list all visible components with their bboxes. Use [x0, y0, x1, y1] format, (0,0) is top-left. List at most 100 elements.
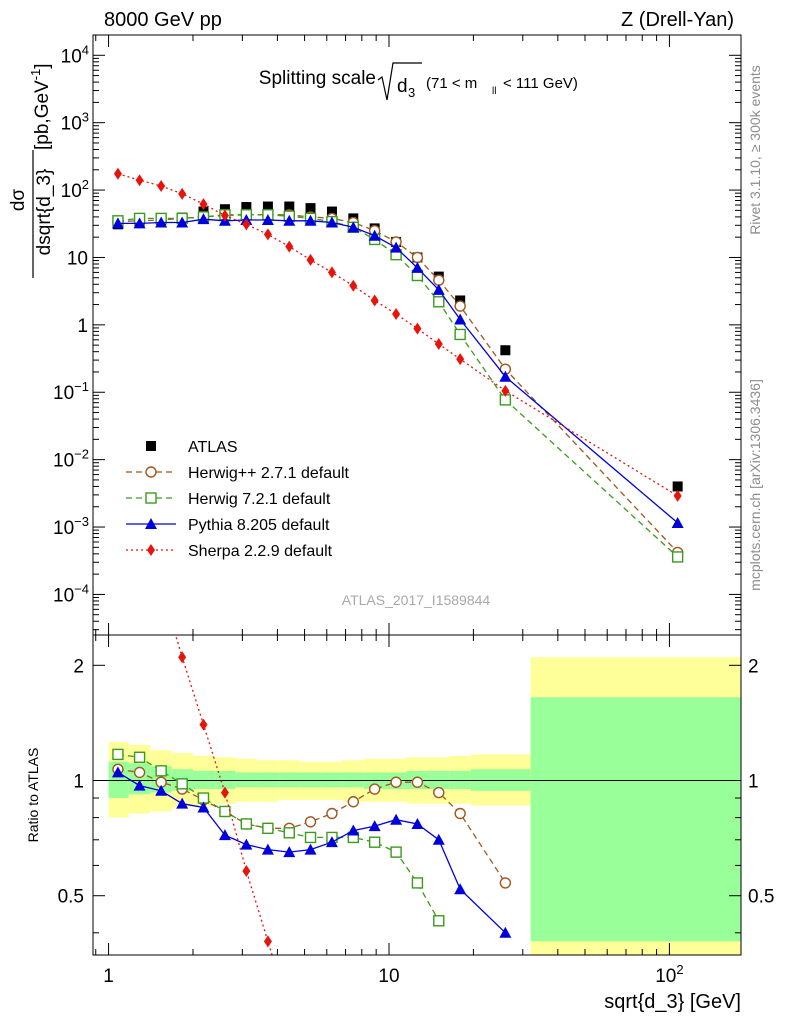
data-point: [499, 370, 512, 382]
y-tick-label: 1: [77, 316, 88, 337]
ratio-point: [133, 751, 146, 763]
y-tick-label: 104: [61, 42, 89, 67]
y-tick-label: 10−2: [53, 447, 89, 472]
data-point: [325, 216, 338, 228]
data-point: [263, 228, 272, 241]
ratio-point: [176, 778, 188, 790]
series-3: [111, 213, 684, 528]
data-point: [327, 266, 336, 279]
ratio-point: [411, 776, 424, 788]
ratio-point: [433, 786, 445, 799]
data-point: [349, 279, 358, 292]
data-point: [501, 384, 510, 397]
ratio-point: [197, 792, 210, 804]
data-point: [262, 201, 273, 212]
y-tick-base: 10: [53, 585, 74, 606]
data-point: [304, 214, 317, 226]
ratio-point: [220, 786, 229, 799]
ylabel-den: dsqrt{d_3}: [34, 169, 55, 256]
uncertainty-band-inner: [214, 770, 236, 790]
ratio-series-3: [174, 635, 273, 955]
ratio-point: [133, 779, 146, 791]
data-point: [135, 174, 144, 187]
data-point: [157, 179, 166, 192]
data-point: [432, 283, 445, 295]
legend-label: Sherpa 2.2.9 default: [188, 543, 333, 560]
data-point: [392, 307, 401, 320]
data-point: [197, 213, 210, 225]
data-point: [113, 167, 122, 180]
ratio-point: [219, 805, 231, 818]
uncertainty-band-inner: [530, 697, 741, 942]
uncertainty-band-inner: [235, 772, 257, 788]
ratio-point: [326, 807, 338, 820]
ratio-point: [390, 846, 402, 858]
x-tick-exponent: 2: [676, 962, 683, 977]
ylabel-unit-main: [pb,GeV: [32, 80, 53, 150]
data-point: [133, 217, 146, 229]
ratio-point: [111, 766, 124, 778]
ratio-point: [432, 833, 445, 845]
ratio-panel: 0.5 0.5 1 1 2 2 Ratio to ATLAS: [25, 634, 774, 956]
uncertainty-band-inner: [256, 772, 279, 788]
ratio-point: [240, 838, 253, 850]
title-range-right: < 111 GeV): [503, 75, 578, 92]
ratio-point: [155, 784, 168, 796]
x-tick-base: 1: [103, 966, 114, 987]
x-tick-label: 1: [103, 966, 114, 987]
data-point: [411, 261, 424, 273]
data-point: [411, 251, 424, 264]
ratio-point: [178, 651, 187, 664]
ratio-point: [304, 843, 317, 855]
data-point: [500, 345, 511, 356]
data-point: [433, 274, 445, 286]
data-point: [261, 213, 274, 225]
y-tick-label: 10−4: [53, 581, 89, 606]
data-point: [672, 481, 683, 492]
legend-marker: [145, 518, 157, 529]
ratio-point: [304, 831, 317, 844]
ratio-line: [117, 753, 440, 922]
ratio-point: [304, 816, 317, 828]
y-tick-exponent: 3: [82, 110, 89, 125]
y-tick-base: 10: [61, 46, 82, 67]
y-tick-label: 102: [61, 177, 89, 202]
ratio-point: [368, 836, 381, 848]
rivet-label: Rivet 3.1.10, ≥ 300k events: [747, 65, 763, 235]
data-point: [390, 241, 403, 253]
ratio-point: [197, 801, 210, 813]
ratio-point: [368, 783, 381, 795]
uncertainty-band-inner: [449, 770, 471, 790]
y-tick-base: 10: [53, 383, 74, 404]
legend-marker: [145, 466, 157, 478]
uncertainty-band-inner: [278, 772, 300, 788]
ratio-point: [242, 865, 251, 878]
data-point: [434, 337, 443, 350]
ylabel-num: dσ: [8, 189, 29, 212]
title-sub: 3: [408, 85, 415, 100]
x-tick-labels: 1 10 102: [103, 962, 683, 987]
y-tick-base: 10: [67, 248, 88, 269]
data-point: [456, 353, 465, 366]
ratio-tick-label-left: 0.5: [58, 887, 84, 908]
ratio-point: [133, 766, 146, 779]
y-tick-base: 10: [53, 518, 74, 539]
data-point: [671, 551, 684, 563]
ratio-point: [347, 796, 360, 808]
ratio-point: [199, 718, 208, 731]
ylabel-unit: [pb,GeV-1]: [28, 63, 53, 150]
data-point: [347, 221, 360, 233]
y-tick-base: 10: [61, 114, 82, 135]
header-right: Z (Drell-Yan): [621, 9, 734, 31]
ratio-ylabel: Ratio to ATLAS: [25, 748, 41, 843]
legend-marker: [145, 492, 157, 504]
data-point: [413, 322, 422, 335]
data-point: [283, 214, 296, 226]
y-tick-exponent: −4: [74, 581, 89, 596]
data-point: [454, 328, 466, 341]
ratio-point: [283, 846, 296, 858]
y-tick-exponent: −3: [74, 514, 89, 529]
plot-title: Splitting scale d 3 (71 < m ll < 111 GeV…: [259, 62, 578, 101]
data-point: [305, 203, 316, 214]
